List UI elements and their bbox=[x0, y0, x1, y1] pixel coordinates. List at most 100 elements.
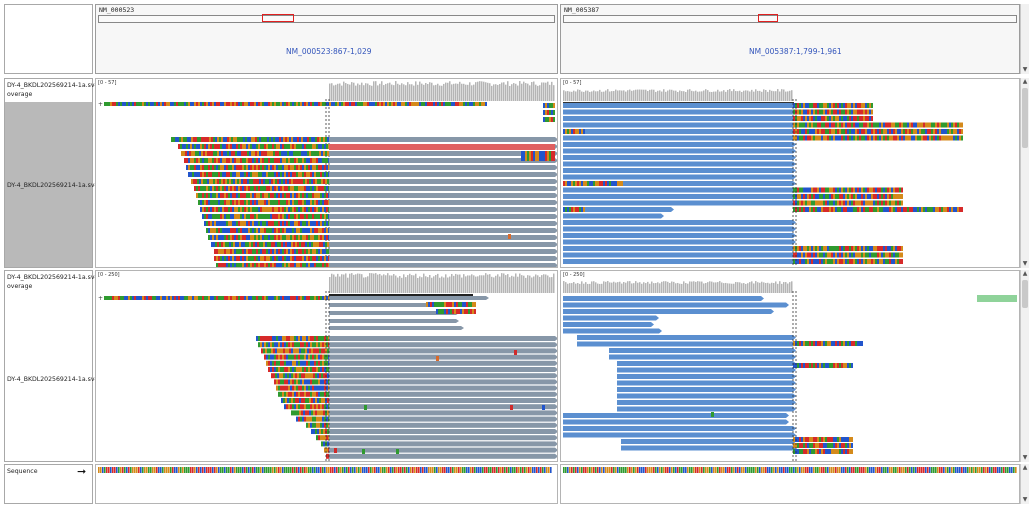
softclip-base bbox=[206, 172, 208, 177]
locus-panel-left[interactable]: NM_000523 NM_000523:867-1,029 bbox=[95, 4, 558, 74]
sequence-name-panel[interactable]: Sequence ➞ bbox=[4, 464, 93, 504]
current-region-marker-left[interactable] bbox=[262, 14, 294, 22]
softclip-base bbox=[247, 137, 249, 142]
softclip-base bbox=[277, 179, 279, 184]
softclip-base bbox=[895, 207, 897, 212]
track1-left-pane[interactable]: [0 - 57] + bbox=[95, 78, 558, 268]
coverage-bar bbox=[501, 273, 503, 293]
softclip-base bbox=[292, 158, 294, 163]
softclip-base bbox=[313, 137, 315, 142]
softclip-base bbox=[318, 228, 320, 233]
softclip-base bbox=[294, 249, 296, 254]
softclip-base bbox=[297, 410, 299, 416]
read-bar bbox=[329, 137, 555, 142]
softclip-base bbox=[308, 336, 310, 341]
coverage-bar bbox=[721, 282, 723, 293]
softclip-base bbox=[274, 256, 276, 261]
mismatch-base bbox=[575, 129, 577, 134]
coverage-bar bbox=[781, 89, 783, 101]
scroll-up-icon[interactable]: ▲ bbox=[1022, 270, 1028, 277]
coverage-bar bbox=[543, 82, 545, 101]
softclip-base bbox=[897, 252, 899, 258]
softclip-base bbox=[304, 214, 306, 219]
softclip-base bbox=[319, 398, 321, 403]
softclip-base bbox=[460, 309, 462, 314]
softclip-base bbox=[263, 348, 265, 354]
softclip-base bbox=[278, 214, 280, 219]
softclip-base bbox=[899, 194, 901, 199]
softclip-base bbox=[895, 259, 897, 264]
scroll-down-icon[interactable]: ▼ bbox=[1022, 260, 1028, 267]
softclip-base bbox=[208, 200, 210, 205]
read-base bbox=[252, 296, 254, 300]
softclip-base bbox=[799, 187, 801, 193]
softclip-base bbox=[288, 249, 290, 254]
track2-left-pane[interactable]: [0 - 250] + bbox=[95, 270, 558, 462]
track1-scrollbar[interactable]: ▲ ▼ bbox=[1020, 78, 1029, 268]
current-region-marker-right[interactable] bbox=[758, 14, 778, 22]
track2-reads-name[interactable]: DY-4_BKDL202569214-1a.sv-2. bbox=[5, 294, 102, 461]
track2-scrollbar[interactable]: ▲ ▼ bbox=[1020, 270, 1029, 462]
coverage-bar bbox=[381, 275, 383, 293]
softclip-base bbox=[823, 200, 825, 206]
sequence-base bbox=[372, 467, 374, 473]
ideogram-right[interactable] bbox=[563, 14, 1017, 23]
read-base bbox=[126, 102, 128, 106]
sequence-base bbox=[773, 467, 775, 473]
softclip-base bbox=[883, 259, 885, 264]
softclip-base bbox=[308, 144, 310, 149]
softclip-base bbox=[313, 429, 315, 434]
sequence-base bbox=[332, 467, 334, 473]
scroll-thumb[interactable] bbox=[1022, 280, 1028, 308]
softclip-base bbox=[847, 437, 849, 442]
softclip-base bbox=[865, 129, 867, 134]
softclip-base bbox=[545, 110, 547, 115]
sequence-base bbox=[997, 467, 999, 473]
softclip-base bbox=[829, 449, 831, 454]
ideogram-left[interactable] bbox=[98, 14, 555, 23]
softclip-base bbox=[256, 158, 258, 163]
coverage-bar bbox=[437, 273, 439, 293]
scroll-down-icon[interactable]: ▼ bbox=[1022, 66, 1028, 73]
header-scrollbar[interactable]: ▼ bbox=[1020, 4, 1029, 74]
scroll-thumb[interactable] bbox=[1022, 88, 1028, 148]
softclip-base bbox=[260, 200, 262, 205]
softclip-base bbox=[218, 200, 220, 205]
scroll-up-icon[interactable]: ▲ bbox=[1022, 78, 1028, 85]
coverage-bar bbox=[463, 274, 465, 293]
right-arrow-icon[interactable]: ➞ bbox=[77, 465, 87, 478]
sequence-scrollbar[interactable]: ▲ ▼ bbox=[1020, 464, 1029, 504]
locus-panel-right[interactable]: NM_005387 NM_005387:1,799-1,961 bbox=[560, 4, 1020, 74]
softclip-base bbox=[328, 256, 329, 261]
scroll-down-icon[interactable]: ▼ bbox=[1022, 496, 1028, 503]
sequence-base bbox=[272, 467, 274, 473]
softclip-base bbox=[273, 242, 275, 247]
softclip-base bbox=[252, 186, 254, 191]
scroll-down-icon[interactable]: ▼ bbox=[1022, 454, 1028, 461]
read-bar bbox=[329, 172, 555, 177]
track1-right-pane[interactable]: [0 - 57] bbox=[560, 78, 1020, 268]
softclip-base bbox=[224, 158, 226, 163]
softclip-base bbox=[288, 186, 290, 191]
sequence-base bbox=[278, 467, 280, 473]
track2-right-pane[interactable]: [0 - 250] bbox=[560, 270, 1020, 462]
track2-coverage-name[interactable]: DY-4_BKDL202569214-1a.sv-2. overage bbox=[5, 271, 102, 293]
read-bar bbox=[329, 453, 555, 459]
read-bar bbox=[563, 187, 793, 193]
softclip-base bbox=[899, 200, 901, 206]
scroll-up-icon[interactable]: ▲ bbox=[1022, 464, 1028, 471]
softclip-base bbox=[197, 137, 199, 142]
softclip-base bbox=[244, 158, 246, 163]
sequence-base bbox=[284, 467, 286, 473]
mismatch bbox=[711, 412, 714, 417]
track1-coverage-name[interactable]: DY-4_BKDL202569214-1a.sv-1. overage bbox=[5, 79, 102, 101]
coverage-bar bbox=[405, 277, 407, 293]
softclip-base bbox=[290, 144, 292, 149]
read-base bbox=[324, 102, 326, 106]
softclip-base bbox=[200, 207, 202, 212]
track1-reads-name[interactable]: DY-4_BKDL202569214-1a.sv-1. bbox=[5, 102, 102, 267]
softclip-base bbox=[270, 200, 272, 205]
coverage-bar bbox=[417, 84, 419, 101]
softclip-base bbox=[320, 379, 322, 385]
softclip-base bbox=[306, 144, 308, 149]
